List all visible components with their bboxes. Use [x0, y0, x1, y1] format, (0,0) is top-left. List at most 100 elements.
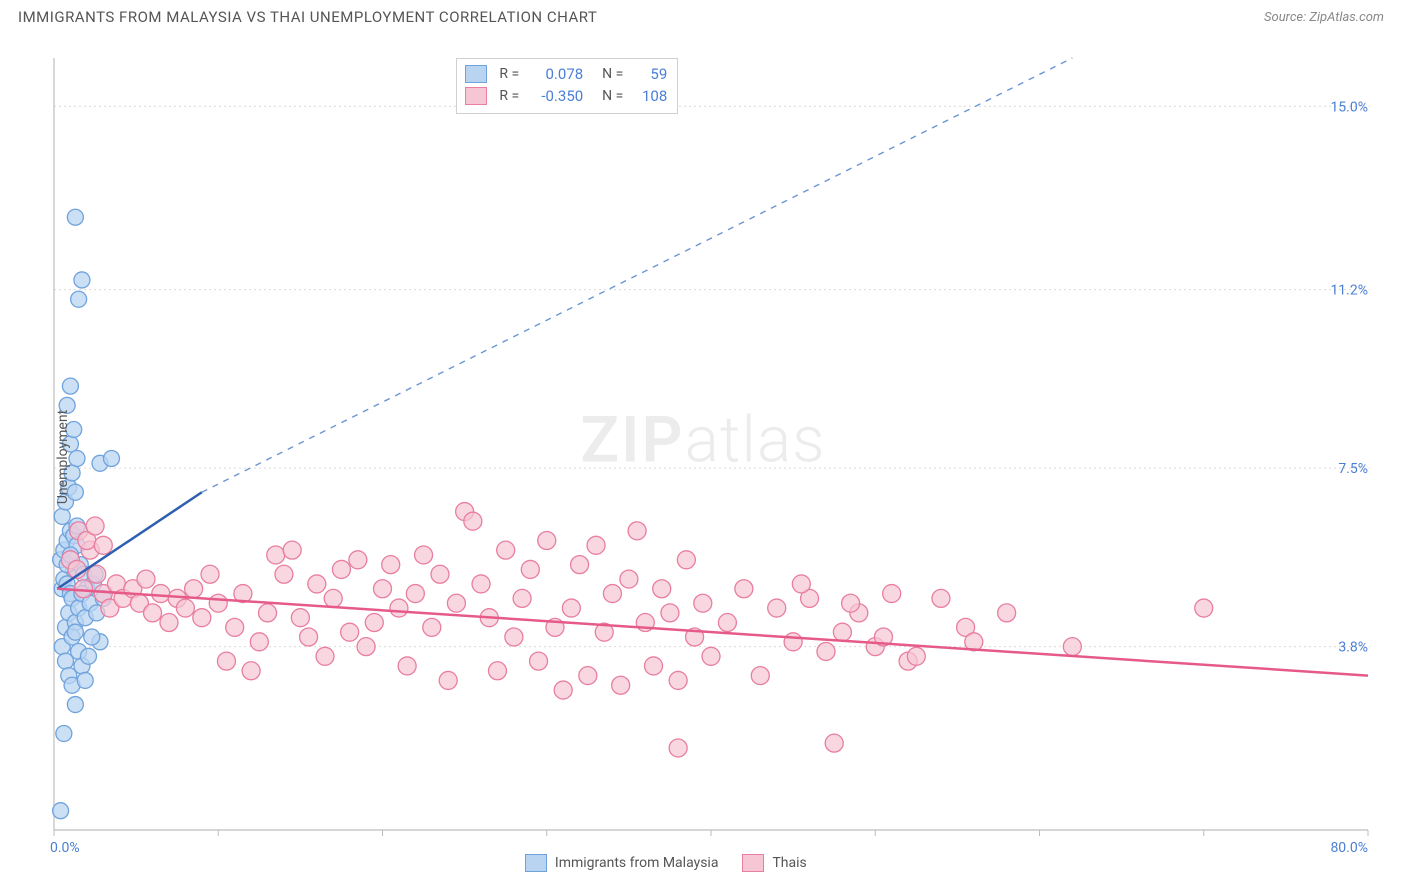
scatter-point [645, 657, 663, 675]
r-label: R = [499, 85, 519, 107]
series-legend: Immigrants from Malaysia Thais [525, 854, 807, 872]
scatter-point [67, 209, 83, 225]
legend-label: Thais [772, 855, 806, 871]
r-value: -0.350 [529, 85, 583, 107]
scatter-point [603, 585, 621, 603]
scatter-point [275, 565, 293, 583]
scatter-point [80, 648, 96, 664]
scatter-point [176, 599, 194, 617]
scatter-point [735, 580, 753, 598]
scatter-point [341, 623, 359, 641]
scatter-point [77, 672, 93, 688]
n-label: N = [595, 63, 623, 85]
scatter-point [768, 599, 786, 617]
scatter-point [833, 623, 851, 641]
scatter-plot-svg: 3.8% 7.5% 11.2% 15.0% 0.0% 80.0% [18, 40, 1388, 874]
scatter-point [349, 551, 367, 569]
scatter-point [283, 541, 301, 559]
scatter-point [374, 580, 392, 598]
scatter-point [86, 517, 104, 535]
scatter-point [69, 450, 85, 466]
scatter-point [702, 647, 720, 665]
y-axis-label: Unemployment [55, 410, 71, 504]
source-attribution: Source: ZipAtlas.com [1264, 10, 1384, 25]
scatter-point [67, 624, 83, 640]
scatter-point [423, 618, 441, 636]
n-value: 108 [633, 85, 667, 107]
scatter-point [201, 565, 219, 583]
scatter-point [308, 575, 326, 593]
scatter-point [71, 291, 87, 307]
scatter-point [160, 614, 178, 632]
y-tick-label: 7.5% [1338, 461, 1368, 477]
scatter-point [472, 575, 490, 593]
n-value: 59 [633, 63, 667, 85]
series-swatch [465, 87, 487, 105]
scatter-point [185, 580, 203, 598]
chart-title: IMMIGRANTS FROM MALAYSIA VS THAI UNEMPLO… [18, 8, 597, 26]
legend-label: Immigrants from Malaysia [555, 855, 719, 871]
scatter-point [554, 681, 572, 699]
scatter-point [505, 628, 523, 646]
scatter-point [137, 570, 155, 588]
scatter-point [538, 532, 556, 550]
scatter-point [488, 662, 506, 680]
scatter-point [817, 642, 835, 660]
scatter-point [579, 667, 597, 685]
y-tick-label: 11.2% [1330, 283, 1368, 299]
scatter-point [291, 609, 309, 627]
r-label: R = [499, 63, 519, 85]
scatter-point [300, 628, 318, 646]
scatter-point [398, 657, 416, 675]
scatter-point [316, 647, 334, 665]
y-tick-label: 3.8% [1338, 640, 1368, 656]
legend-swatch [525, 854, 547, 872]
scatter-point [67, 697, 83, 713]
scatter-point [62, 378, 78, 394]
scatter-point [669, 671, 687, 689]
scatter-point [332, 560, 350, 578]
y-tick-label: 15.0% [1330, 99, 1368, 115]
scatter-point [1063, 638, 1081, 656]
x-min-label: 0.0% [50, 840, 80, 856]
scatter-point [365, 614, 383, 632]
chart-area: Unemployment ZIPatlas 3.8%7.5%11.2%15.0%… [18, 40, 1388, 874]
series-swatch [465, 65, 487, 83]
scatter-point [620, 570, 638, 588]
scatter-point [718, 614, 736, 632]
scatter-point [1195, 599, 1213, 617]
scatter-point [998, 604, 1016, 622]
scatter-point [792, 575, 810, 593]
scatter-point [217, 652, 235, 670]
legend-swatch [742, 854, 764, 872]
r-value: 0.078 [529, 63, 583, 85]
scatter-point [751, 667, 769, 685]
stats-row: R = 0.078 N = 59 [465, 63, 667, 85]
scatter-point [226, 618, 244, 636]
scatter-point [612, 676, 630, 694]
scatter-point [669, 739, 687, 757]
scatter-point [250, 633, 268, 651]
scatter-point [661, 604, 679, 622]
scatter-point [103, 450, 119, 466]
scatter-point [530, 652, 548, 670]
scatter-point [431, 565, 449, 583]
scatter-point [84, 629, 100, 645]
scatter-point [382, 556, 400, 574]
correlation-stats-box: R = 0.078 N = 59R = -0.350 N = 108 [456, 58, 678, 114]
scatter-point [193, 609, 211, 627]
scatter-point [357, 638, 375, 656]
legend-item: Immigrants from Malaysia [525, 854, 719, 872]
scatter-point [571, 556, 589, 574]
scatter-point [259, 604, 277, 622]
scatter-point [562, 599, 580, 617]
scatter-point [784, 633, 802, 651]
trend-line-extrapolated [202, 58, 1073, 492]
scatter-point [628, 522, 646, 540]
legend-item: Thais [742, 854, 806, 872]
scatter-point [883, 585, 901, 603]
scatter-point [907, 647, 925, 665]
x-max-label: 80.0% [1330, 840, 1368, 856]
scatter-point [209, 594, 227, 612]
scatter-point [324, 589, 342, 607]
